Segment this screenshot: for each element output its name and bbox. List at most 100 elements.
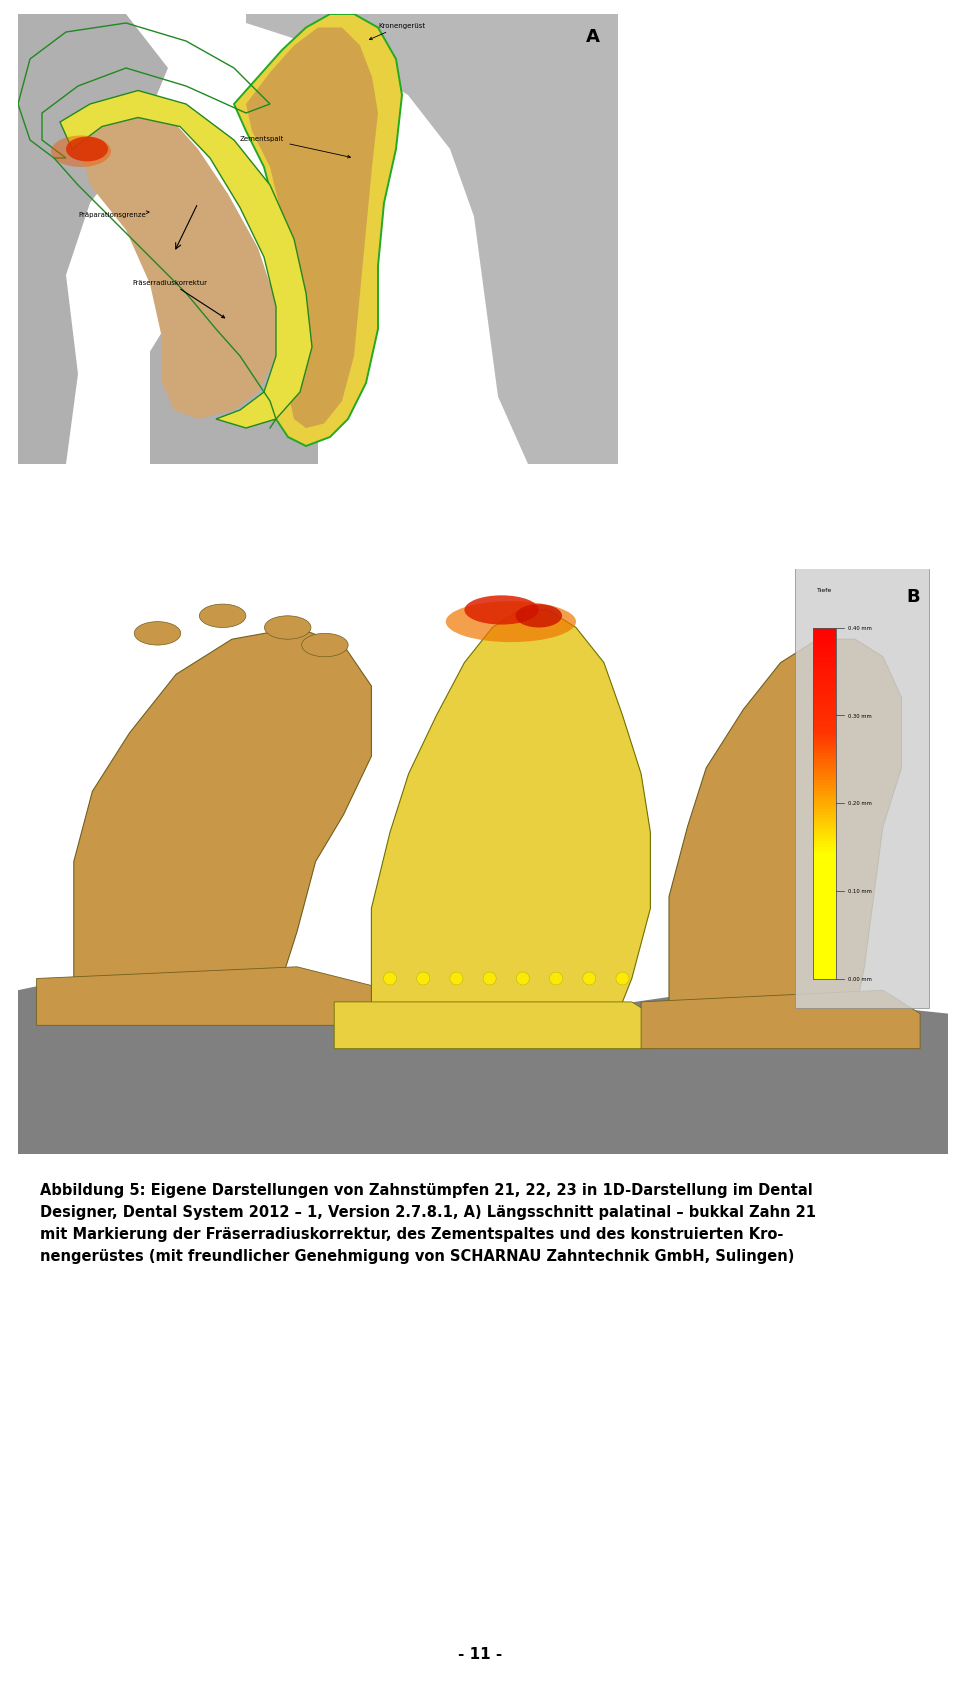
Bar (813, 952, 836, 955)
Text: Präparationsgrenze: Präparationsgrenze (78, 212, 149, 219)
Bar (18, 1135, 948, 1145)
Bar (813, 861, 836, 865)
Bar (813, 927, 836, 928)
Bar (813, 836, 836, 839)
Bar (18, 1144, 948, 1152)
Bar (18, 1142, 948, 1152)
Bar (18, 1142, 948, 1150)
Bar (813, 947, 836, 950)
Bar (813, 871, 836, 873)
Bar (813, 868, 836, 871)
Ellipse shape (134, 622, 180, 646)
Text: 0.30 mm: 0.30 mm (848, 713, 872, 718)
Bar (813, 639, 836, 643)
Bar (813, 651, 836, 654)
Bar (18, 1137, 948, 1147)
Bar (813, 828, 836, 829)
Bar (813, 627, 836, 631)
Bar (813, 976, 836, 979)
Bar (813, 643, 836, 646)
Bar (813, 742, 836, 745)
Bar (813, 698, 836, 701)
Bar (795, 552, 929, 1008)
Bar (18, 1140, 948, 1150)
Bar (18, 1139, 948, 1147)
Bar (18, 1142, 948, 1152)
Bar (813, 674, 836, 678)
Bar (813, 908, 836, 912)
Bar (18, 1140, 948, 1150)
Bar (813, 897, 836, 900)
Text: Zementspalt: Zementspalt (240, 136, 350, 158)
Bar (18, 1142, 948, 1152)
Bar (813, 964, 836, 967)
Polygon shape (60, 91, 312, 429)
Bar (18, 1144, 948, 1154)
Bar (813, 885, 836, 888)
Bar (813, 833, 836, 836)
Bar (18, 1144, 948, 1152)
Bar (813, 774, 836, 777)
Ellipse shape (583, 972, 596, 986)
Bar (813, 737, 836, 738)
Polygon shape (18, 967, 948, 1154)
Bar (18, 1135, 948, 1145)
Text: Kronengerüst: Kronengerüst (370, 24, 425, 40)
Bar (813, 809, 836, 812)
Bar (18, 1135, 948, 1145)
Bar (813, 967, 836, 971)
Bar (18, 1144, 948, 1154)
Text: Abbildung 5: Eigene Darstellungen von Zahnstümpfen 21, 22, 23 in 1D-Darstellung : Abbildung 5: Eigene Darstellungen von Za… (40, 1182, 813, 1198)
Bar (18, 1139, 948, 1147)
Bar (813, 865, 836, 868)
Bar (18, 1137, 948, 1145)
Text: A: A (587, 29, 600, 47)
Bar (813, 738, 836, 742)
Bar (813, 631, 836, 634)
Bar (18, 1144, 948, 1154)
Bar (18, 1137, 948, 1147)
Bar (813, 821, 836, 824)
Bar (813, 848, 836, 851)
Bar (813, 796, 836, 797)
Ellipse shape (549, 972, 563, 986)
Bar (18, 1144, 948, 1154)
Bar (813, 733, 836, 737)
Bar (813, 962, 836, 964)
Bar (813, 728, 836, 730)
Bar (813, 883, 836, 885)
Text: B: B (906, 587, 920, 606)
Bar (18, 1140, 948, 1150)
Bar (813, 789, 836, 792)
Bar (813, 673, 836, 674)
Bar (813, 693, 836, 695)
Bar (813, 876, 836, 880)
Bar (813, 666, 836, 669)
Bar (813, 915, 836, 917)
Bar (813, 959, 836, 962)
Bar (18, 1135, 948, 1145)
Ellipse shape (465, 595, 539, 626)
Bar (813, 839, 836, 841)
Bar (18, 1137, 948, 1147)
Bar (813, 705, 836, 706)
Polygon shape (234, 15, 402, 447)
Text: 0.00 mm: 0.00 mm (848, 977, 872, 981)
Bar (18, 1139, 948, 1149)
Text: nengerüstes (mit freundlicher Genehmigung von SCHARNAU Zahntechnik GmbH, Sulinge: nengerüstes (mit freundlicher Genehmigun… (40, 1248, 794, 1263)
Bar (18, 1137, 948, 1145)
Bar (813, 663, 836, 666)
Text: Designer, Dental System 2012 – 1, Version 2.7.8.1, A) Längsschnitt palatinal – b: Designer, Dental System 2012 – 1, Versio… (40, 1204, 816, 1219)
Bar (18, 1139, 948, 1149)
Ellipse shape (483, 972, 496, 986)
Polygon shape (78, 114, 276, 420)
Bar (813, 627, 836, 979)
Text: 0.40 mm: 0.40 mm (848, 626, 872, 631)
Bar (18, 1135, 948, 1145)
Bar (813, 681, 836, 683)
Ellipse shape (516, 972, 529, 986)
Polygon shape (372, 611, 651, 1026)
Bar (813, 939, 836, 940)
Polygon shape (246, 15, 618, 464)
Bar (813, 900, 836, 903)
